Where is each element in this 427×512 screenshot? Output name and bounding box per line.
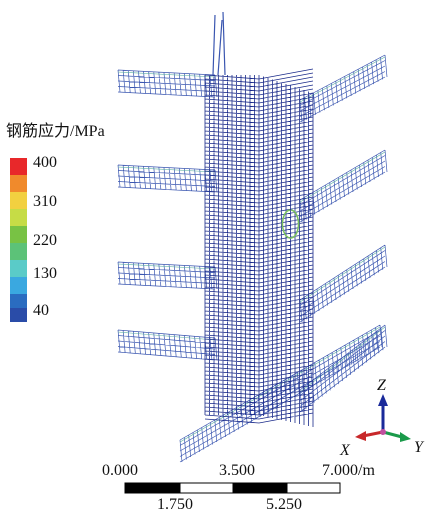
scale-label: 3.500 — [219, 462, 255, 479]
scale-segment — [180, 483, 233, 493]
y-arrowhead — [400, 432, 411, 442]
legend-swatch — [10, 192, 27, 209]
column-rebar — [205, 69, 313, 427]
z-arrowhead — [378, 394, 388, 406]
beam-stress — [180, 327, 380, 442]
viewport: 钢筋应力/MPa 400 310 220 130 40 Z X Y 0.000 … — [0, 0, 427, 512]
rebar-model — [118, 12, 387, 462]
beam-rebar — [118, 70, 217, 97]
scale-segment — [233, 483, 287, 493]
axis-triad: Z X Y — [339, 377, 425, 459]
scale-segment — [287, 483, 340, 493]
scale-label: 7.000/m — [322, 462, 375, 479]
origin — [380, 429, 386, 435]
legend-label: 220 — [33, 232, 57, 249]
x-label: X — [339, 442, 351, 459]
beam-stress — [118, 332, 215, 340]
y-label: Y — [414, 439, 425, 456]
screenshot: 钢筋应力/MPa 400 310 220 130 40 Z X Y 0.000 … — [0, 0, 427, 512]
legend-swatch — [10, 243, 27, 260]
legend-swatch — [10, 308, 27, 322]
legend-label: 40 — [33, 302, 49, 319]
scale-bar: 0.000 3.500 7.000/m 1.750 5.250 — [102, 462, 375, 512]
scale-label: 5.250 — [266, 496, 302, 512]
z-label: Z — [377, 377, 387, 394]
legend-swatch — [10, 277, 27, 294]
scale-segment — [125, 483, 180, 493]
legend-label: 400 — [33, 154, 57, 171]
legend-label: 310 — [33, 193, 57, 210]
legend-swatch — [10, 175, 27, 192]
legend-swatch — [10, 158, 27, 175]
legend-swatch — [10, 260, 27, 277]
legend: 钢筋应力/MPa 400 310 220 130 40 — [6, 121, 105, 322]
scale-label: 1.750 — [157, 496, 193, 512]
scale-label: 0.000 — [102, 462, 138, 479]
legend-swatch — [10, 209, 27, 226]
legend-swatch — [10, 294, 27, 308]
beam-rebar — [118, 330, 217, 360]
legend-label: 130 — [33, 265, 57, 282]
legend-swatch — [10, 226, 27, 243]
x-arrowhead — [355, 431, 366, 441]
beam-rebar — [118, 262, 217, 289]
top-rebar — [213, 12, 225, 75]
beam-rebar — [118, 165, 217, 192]
legend-title: 钢筋应力/MPa — [6, 121, 105, 140]
